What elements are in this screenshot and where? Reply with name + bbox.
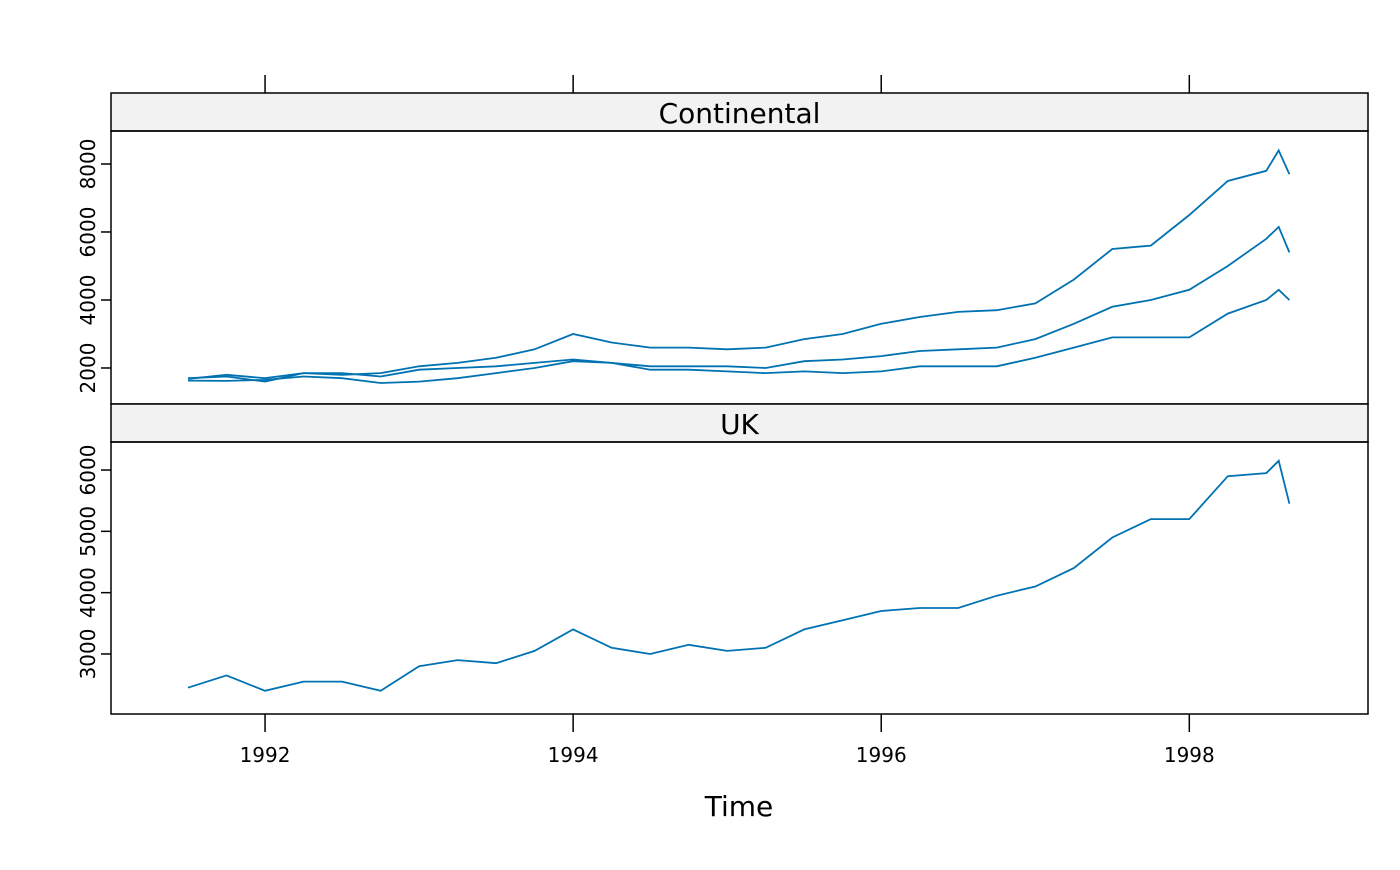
x-tick-label: 1996 [856, 743, 907, 767]
series-line-0-2 [187, 288, 1291, 383]
series-line-0-0 [187, 148, 1291, 380]
y-tick-label: 2000 [76, 343, 100, 394]
x-axis-label: Time [704, 790, 774, 823]
strip-label: Continental [659, 97, 821, 130]
y-tick-label: 4000 [76, 567, 100, 618]
strip-label: UK [720, 408, 759, 441]
y-tick-label: 8000 [76, 139, 100, 190]
panel-frame [110, 441, 1369, 715]
series-line-0-1 [187, 225, 1291, 384]
y-tick-label: 6000 [76, 445, 100, 496]
y-tick-label: 4000 [76, 275, 100, 326]
y-tick-label: 3000 [76, 629, 100, 680]
series-line-1-0 [187, 459, 1291, 692]
strip-background [110, 92, 1369, 132]
y-tick-label: 5000 [76, 506, 100, 557]
panel-frame [110, 130, 1369, 405]
x-tick-label: 1998 [1164, 743, 1215, 767]
y-tick-label: 6000 [76, 207, 100, 258]
x-tick-label: 1992 [240, 743, 291, 767]
x-tick-label: 1994 [548, 743, 599, 767]
